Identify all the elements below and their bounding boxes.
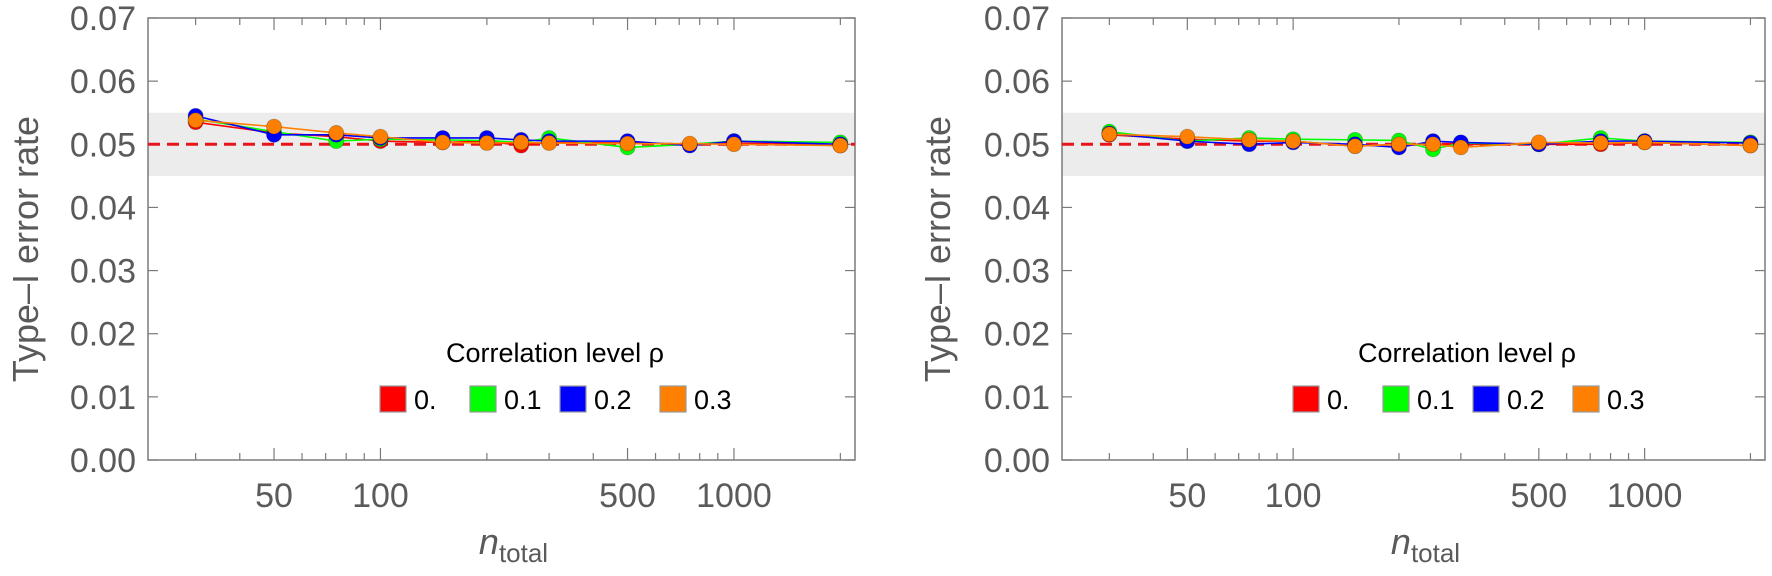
- y-tick-label: 0.03: [984, 253, 1050, 291]
- legend-label-rho-0.: 0.: [414, 385, 437, 415]
- right-chart-panel: 0.00 0.01 0.02 0.03 0.04 0.05 0.06 0.07 50 100 500…: [917, 0, 1766, 568]
- data-point-rho-0.3: [1347, 138, 1363, 155]
- y-tick-label: 0.07: [70, 0, 136, 38]
- data-point-rho-0.3: [1285, 133, 1302, 150]
- data-point-rho-0.3: [266, 118, 282, 135]
- y-tick-label: 0.05: [70, 126, 136, 164]
- plot-frame: [1061, 17, 1766, 461]
- data-point-rho-0.3: [541, 135, 558, 151]
- data-point-rho-0.3: [372, 128, 389, 145]
- x-tick-label: 1000: [1607, 477, 1683, 515]
- data-point-rho-0.3: [619, 135, 636, 152]
- x-axis-title-subscript: total: [499, 538, 548, 568]
- legend-swatch-rho-0.2: [1472, 385, 1500, 413]
- y-axis-title: Type–I error rate: [5, 116, 46, 382]
- y-tick-label: 0.03: [70, 253, 136, 291]
- y-tick-label: 0.05: [984, 126, 1050, 164]
- legend-label-rho-0.: 0.: [1327, 385, 1350, 415]
- legend-label-rho-0.3: 0.3: [1607, 385, 1645, 415]
- legend-label-rho-0.1: 0.1: [504, 385, 542, 415]
- x-tick-label: 100: [1265, 477, 1322, 515]
- x-tick-label: 50: [1168, 477, 1206, 515]
- legend-swatch-rho-0.: [379, 385, 407, 413]
- y-axis-title: Type–I error rate: [917, 116, 958, 382]
- plot-frame: [147, 17, 856, 461]
- legend-label-rho-0.2: 0.2: [594, 385, 632, 415]
- y-tick-label: 0.04: [984, 189, 1050, 227]
- left-chart-panel: 0.00 0.01 0.02 0.03 0.04 0.05 0.06 0.07 50 100 500…: [5, 0, 856, 568]
- x-tick-label: 500: [599, 477, 656, 515]
- y-tick-label: 0.06: [70, 63, 136, 101]
- y-tick-label: 0.01: [984, 379, 1050, 417]
- x-axis-title-main: n: [479, 521, 499, 562]
- data-point-rho-0.3: [1425, 136, 1441, 153]
- legend-swatch-rho-0.3: [1572, 385, 1600, 413]
- data-point-rho-0.3: [681, 135, 698, 152]
- legend-swatch-rho-0.2: [559, 385, 587, 413]
- data-point-rho-0.3: [1636, 134, 1653, 151]
- y-tick-label: 0.00: [984, 442, 1050, 480]
- data-point-rho-0.3: [1101, 126, 1118, 143]
- x-axis-title-main: n: [1391, 521, 1411, 562]
- legend: Correlation level ρ 0. 0.1 0.2 0.3: [379, 338, 732, 415]
- data-point-rho-0.3: [187, 112, 204, 129]
- data-point-rho-0.3: [1592, 135, 1609, 151]
- y-tick-label: 0.07: [984, 0, 1050, 38]
- y-tick-label: 0.00: [70, 442, 136, 480]
- x-minor-ticks: [1108, 18, 1752, 460]
- x-minor-ticks: [195, 18, 841, 460]
- data-point-rho-0.3: [1742, 137, 1759, 154]
- legend-swatch-rho-0.1: [469, 385, 497, 413]
- y-tick-label: 0.04: [70, 189, 136, 227]
- x-tick-label: 50: [255, 477, 293, 515]
- data-point-rho-0.3: [1452, 139, 1469, 156]
- y-tick-label: 0.01: [70, 379, 136, 417]
- data-point-rho-0.3: [1241, 131, 1258, 148]
- x-axis-title-subscript: total: [1411, 538, 1460, 568]
- x-axis-title: ntotal: [479, 521, 548, 568]
- data-point-rho-0.3: [832, 137, 849, 154]
- legend-label-rho-0.1: 0.1: [1417, 385, 1455, 415]
- data-point-rho-0.3: [1530, 134, 1547, 151]
- data-point-rho-0.3: [328, 125, 345, 141]
- data-point-rho-0.3: [513, 134, 530, 151]
- legend-swatch-rho-0.3: [659, 385, 687, 413]
- data-point-rho-0.3: [478, 135, 495, 151]
- data-point-rho-0.3: [1179, 128, 1196, 145]
- y-tick-label: 0.02: [70, 316, 136, 354]
- x-tick-label: 500: [1510, 477, 1567, 515]
- legend-title: Correlation level ρ: [446, 338, 664, 368]
- legend: Correlation level ρ 0. 0.1 0.2 0.3: [1292, 338, 1645, 415]
- legend-label-rho-0.2: 0.2: [1507, 385, 1545, 415]
- legend-swatch-rho-0.: [1292, 385, 1320, 413]
- legend-label-rho-0.3: 0.3: [694, 385, 732, 415]
- y-tick-label: 0.06: [984, 63, 1050, 101]
- x-tick-label: 100: [352, 477, 409, 515]
- legend-swatch-rho-0.1: [1382, 385, 1410, 413]
- data-point-rho-0.3: [434, 134, 451, 151]
- x-axis-title: ntotal: [1391, 521, 1460, 568]
- legend-title: Correlation level ρ: [1358, 338, 1576, 368]
- y-tick-label: 0.02: [984, 316, 1050, 354]
- data-point-rho-0.3: [1391, 136, 1407, 153]
- data-point-rho-0.3: [726, 136, 742, 153]
- x-tick-label: 1000: [696, 477, 772, 515]
